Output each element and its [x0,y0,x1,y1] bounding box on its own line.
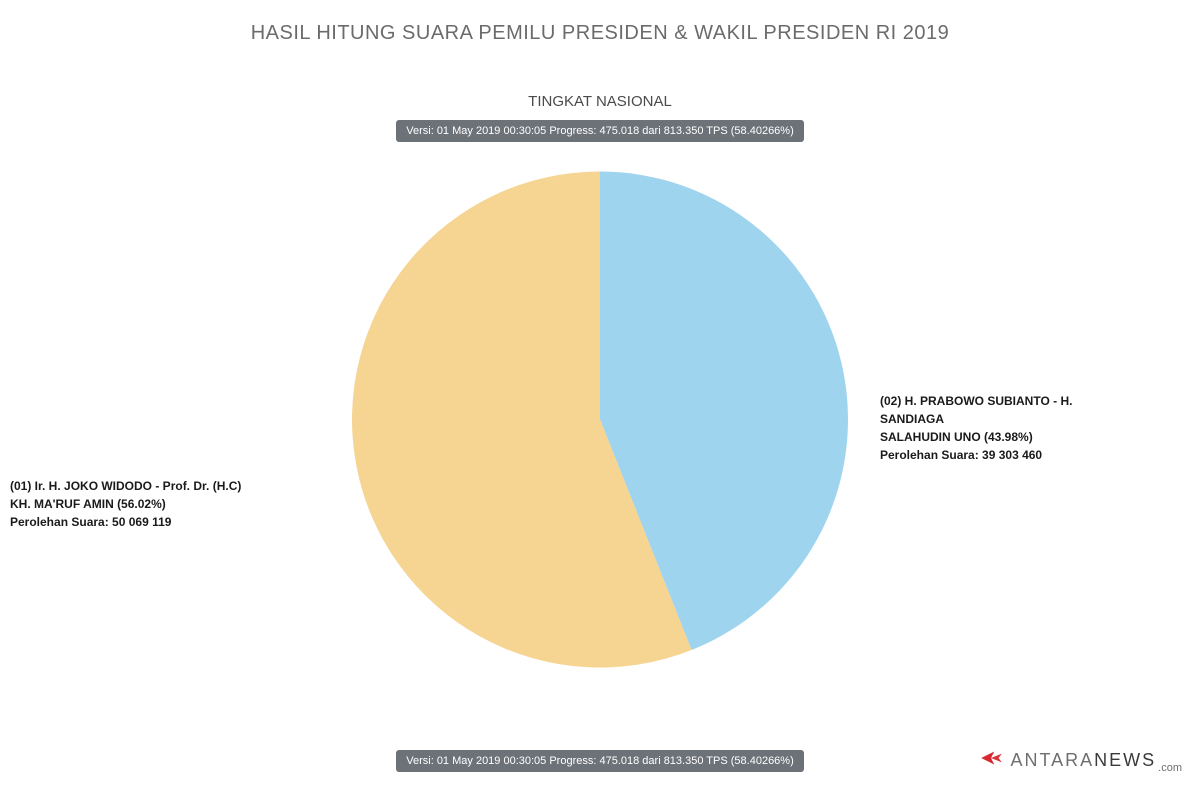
slice-label-candidate-01: (01) Ir. H. JOKO WIDODO - Prof. Dr. (H.C… [10,477,260,531]
candidate-01-votes: Perolehan Suara: 50 069 119 [10,513,260,531]
pie-chart [350,170,850,675]
watermark-brand-bold: NEWS [1094,750,1156,770]
version-badge-bottom: Versi: 01 May 2019 00:30:05 Progress: 47… [396,750,804,772]
version-badge-top: Versi: 01 May 2019 00:30:05 Progress: 47… [396,120,804,142]
chart-area: (01) Ir. H. JOKO WIDODO - Prof. Dr. (H.C… [0,142,1200,702]
page-sub-title: TINGKAT NASIONAL [0,93,1200,110]
watermark-brand-light: ANTARA [1010,750,1094,770]
watermark: ANTARANEWS .com [978,745,1182,776]
page-main-title: HASIL HITUNG SUARA PEMILU PRESIDEN & WAK… [0,0,1200,45]
candidate-01-name-line1: (01) Ir. H. JOKO WIDODO - Prof. Dr. (H.C… [10,477,260,495]
candidate-02-name-line1: (02) H. PRABOWO SUBIANTO - H. SANDIAGA [880,392,1130,428]
candidate-02-votes: Perolehan Suara: 39 303 460 [880,446,1130,464]
candidate-01-name-line2: KH. MA'RUF AMIN (56.02%) [10,495,260,513]
watermark-text: ANTARANEWS [1010,750,1156,771]
slice-label-candidate-02: (02) H. PRABOWO SUBIANTO - H. SANDIAGA S… [880,392,1130,464]
watermark-suffix: .com [1158,762,1182,774]
antara-logo-icon [978,745,1004,776]
candidate-02-name-line2: SALAHUDIN UNO (43.98%) [880,428,1130,446]
